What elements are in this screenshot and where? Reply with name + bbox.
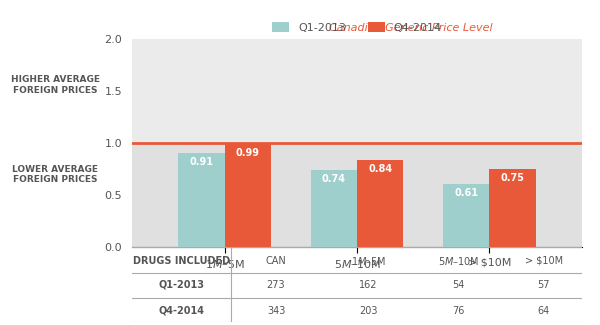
Text: 162: 162	[359, 280, 377, 290]
Bar	[443, 184, 490, 247]
Text: 0.91: 0.91	[190, 157, 214, 167]
Text: 343: 343	[267, 306, 285, 316]
Text: Q1-2013: Q1-2013	[158, 280, 205, 290]
Text: Canadian Generic Price Level: Canadian Generic Price Level	[329, 23, 493, 33]
Bar	[357, 160, 403, 247]
Legend: Q1-2013, Q4-2014: Q1-2013, Q4-2014	[268, 18, 446, 37]
Text: Q4-2014: Q4-2014	[158, 306, 205, 316]
Text: HIGHER AVERAGE
FOREIGN PRICES: HIGHER AVERAGE FOREIGN PRICES	[11, 75, 100, 95]
Text: 0.75: 0.75	[500, 173, 524, 183]
Text: 57: 57	[538, 280, 550, 290]
Text: 64: 64	[538, 306, 550, 316]
Text: $1M – $5M: $1M – $5M	[350, 255, 386, 267]
Text: 0.61: 0.61	[454, 188, 478, 198]
Bar	[224, 144, 271, 247]
Bar	[178, 152, 224, 247]
Text: 76: 76	[452, 306, 464, 316]
Text: $5M – $10M: $5M – $10M	[437, 255, 479, 267]
Text: 0.74: 0.74	[322, 175, 346, 184]
Bar	[132, 39, 582, 143]
Text: 54: 54	[452, 280, 464, 290]
Text: LOWER AVERAGE
FOREIGN PRICES: LOWER AVERAGE FOREIGN PRICES	[13, 165, 98, 184]
Bar	[132, 143, 582, 247]
Text: 0.99: 0.99	[236, 149, 260, 158]
Text: CAN: CAN	[266, 256, 286, 266]
Text: > $10M: > $10M	[524, 256, 563, 266]
Text: 273: 273	[266, 280, 286, 290]
Text: DRUGS INCLUDED: DRUGS INCLUDED	[133, 256, 230, 266]
Bar	[311, 170, 357, 247]
Bar	[490, 169, 536, 247]
Text: 203: 203	[359, 306, 377, 316]
Text: 0.84: 0.84	[368, 164, 392, 174]
